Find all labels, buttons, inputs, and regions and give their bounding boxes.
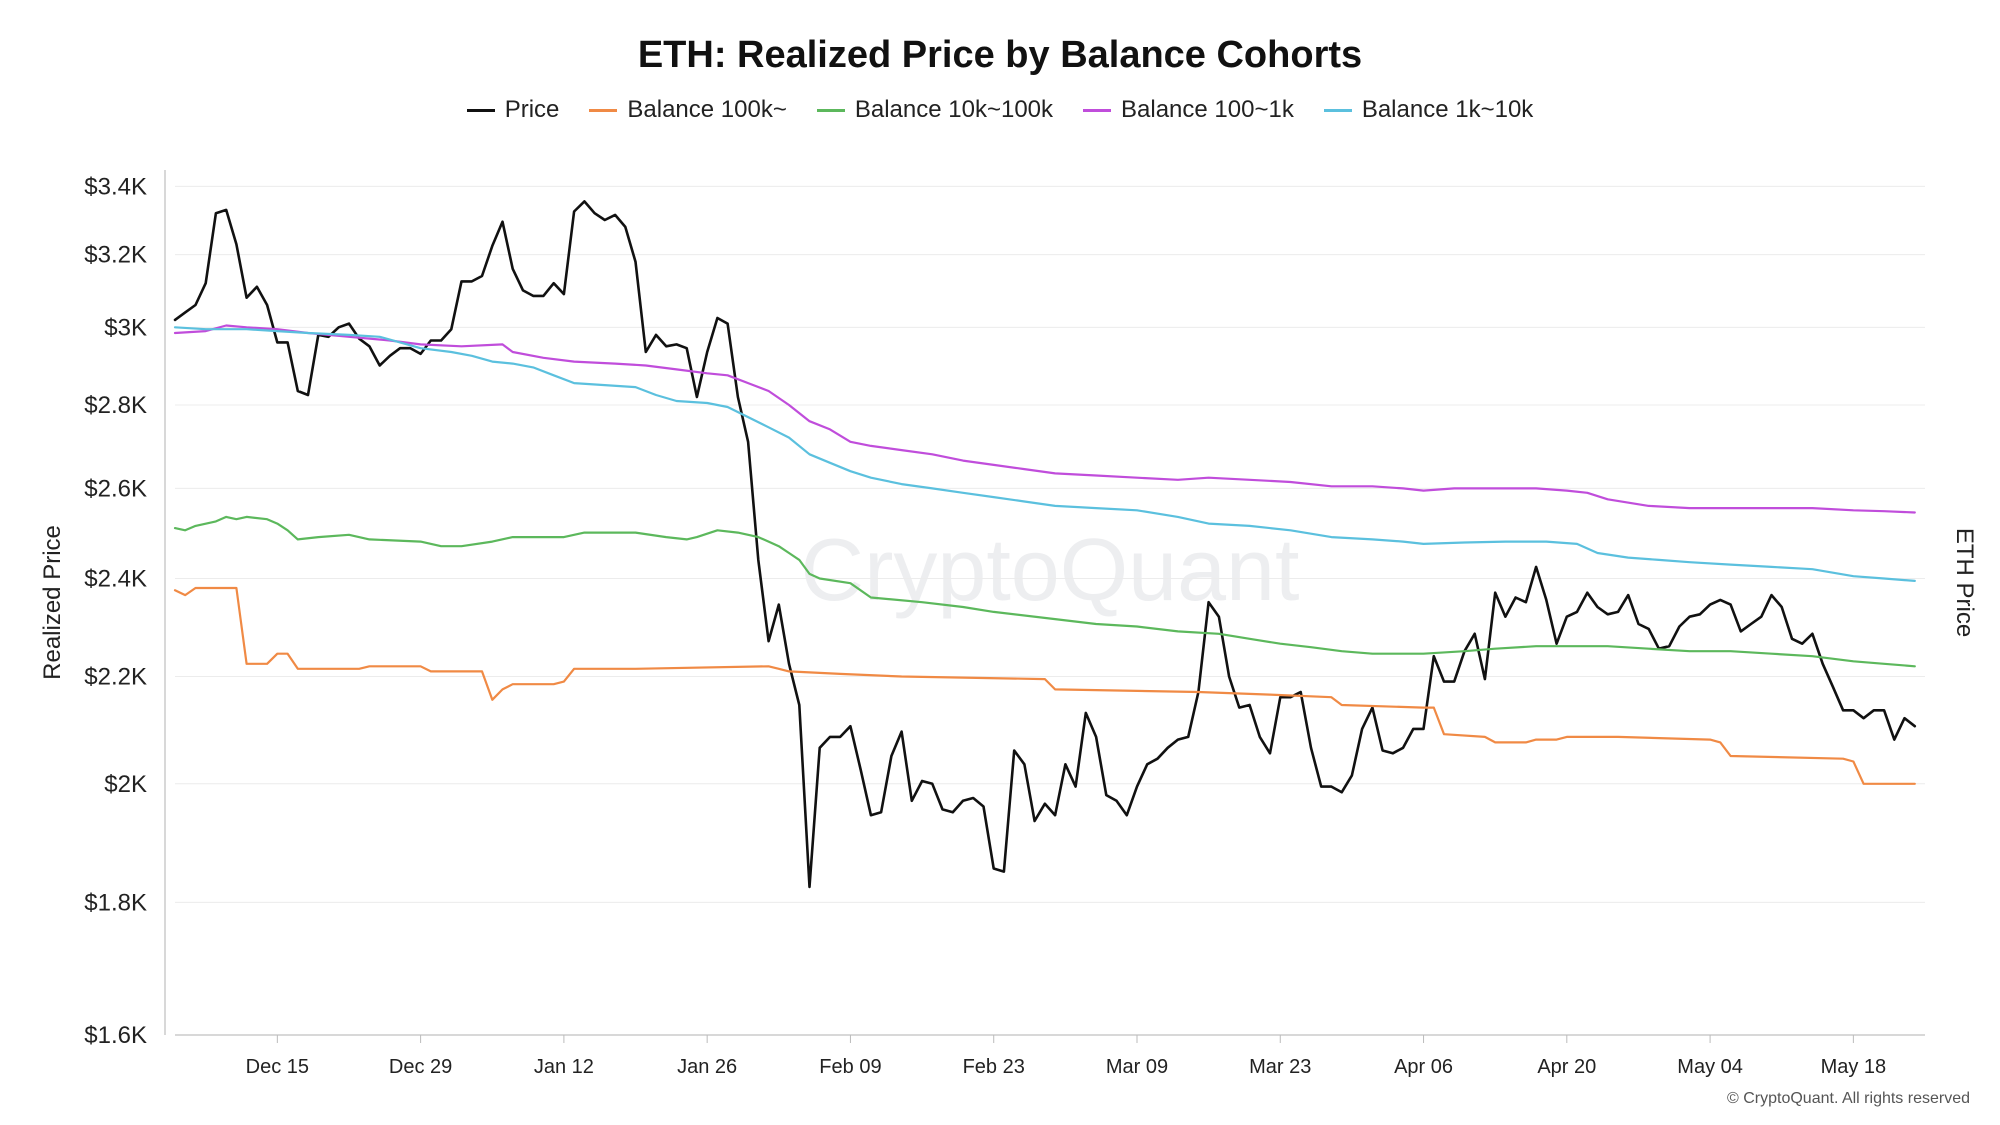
copyright-notice: © CryptoQuant. All rights reserved	[1727, 1090, 1970, 1107]
legend-label-balance-100-1k: Balance 100~1k	[1121, 96, 1294, 123]
series-line-balance-100k	[173, 586, 1916, 785]
watermark-logo: CryptoQuant	[801, 520, 1300, 619]
legend-swatch-balance-100k	[589, 108, 618, 112]
y-tick-label: $2K	[104, 771, 147, 798]
x-tick-label: Apr 20	[1537, 1056, 1596, 1078]
series-line-balance-10k-100k	[173, 515, 1916, 668]
y2-axis-label: ETH Price	[1951, 528, 1978, 637]
x-tick-label: Feb 09	[819, 1056, 881, 1078]
y-tick-label: $1.6K	[84, 1022, 147, 1049]
y-tick-label: $3.2K	[84, 242, 147, 269]
y-tick-label: $2.6K	[84, 475, 147, 502]
x-tick-label: May 18	[1821, 1056, 1887, 1078]
legend-swatch-price	[466, 108, 495, 112]
legend-label-balance-10k-100k: Balance 10k~100k	[854, 96, 1054, 123]
series-line-balance-1k-10k	[173, 326, 1916, 583]
legend: Price Balance 100k~ Balance 10k~100k Bal…	[0, 96, 2000, 124]
y-tick-label: $2.8K	[84, 392, 147, 419]
legend-label-balance-1k-10k: Balance 1k~10k	[1361, 96, 1534, 123]
x-tick-label: Mar 23	[1249, 1056, 1311, 1078]
x-tick-label: Jan 26	[677, 1056, 737, 1078]
x-tick-label: Mar 09	[1106, 1056, 1168, 1078]
series-line-balance-100-1k	[173, 324, 1916, 514]
legend-item-price[interactable]: Price	[466, 96, 560, 124]
legend-label-price: Price	[504, 96, 560, 123]
y-tick-label: $2.4K	[84, 566, 147, 593]
y-tick-label: $3.4K	[84, 173, 147, 200]
series-line-price	[173, 200, 1917, 889]
legend-swatch-balance-1k-10k	[1323, 108, 1352, 112]
x-tick-label: Dec 15	[246, 1056, 309, 1078]
legend-label-balance-100k: Balance 100k~	[627, 96, 787, 123]
x-tick-label: Jan 12	[534, 1056, 594, 1078]
y-axis-label: Realized Price	[39, 525, 66, 680]
legend-swatch-balance-10k-100k	[816, 108, 845, 112]
y-tick-label: $1.8K	[84, 889, 147, 916]
chart-title: ETH: Realized Price by Balance Cohorts	[637, 34, 1363, 76]
series-lines	[173, 200, 1917, 889]
x-tick-label: May 04	[1677, 1056, 1743, 1078]
y-tick-label: $2.2K	[84, 663, 147, 690]
legend-swatch-balance-100-1k	[1083, 108, 1112, 112]
x-tick-label: Apr 06	[1394, 1056, 1453, 1078]
legend-item-balance-1k-10k[interactable]: Balance 1k~10k	[1323, 96, 1534, 124]
legend-item-balance-100k[interactable]: Balance 100k~	[589, 96, 787, 124]
x-tick-label: Feb 23	[963, 1056, 1025, 1078]
legend-item-balance-10k-100k[interactable]: Balance 10k~100k	[816, 96, 1054, 124]
x-tick-label: Dec 29	[389, 1056, 452, 1078]
y-tick-label: $3K	[104, 314, 147, 341]
legend-item-balance-100-1k[interactable]: Balance 100~1k	[1083, 96, 1294, 124]
axes: $1.6K $1.8K $2K $2.2K $2.4K $2.6K $2.8K $3K $3.2…	[84, 170, 1925, 1078]
